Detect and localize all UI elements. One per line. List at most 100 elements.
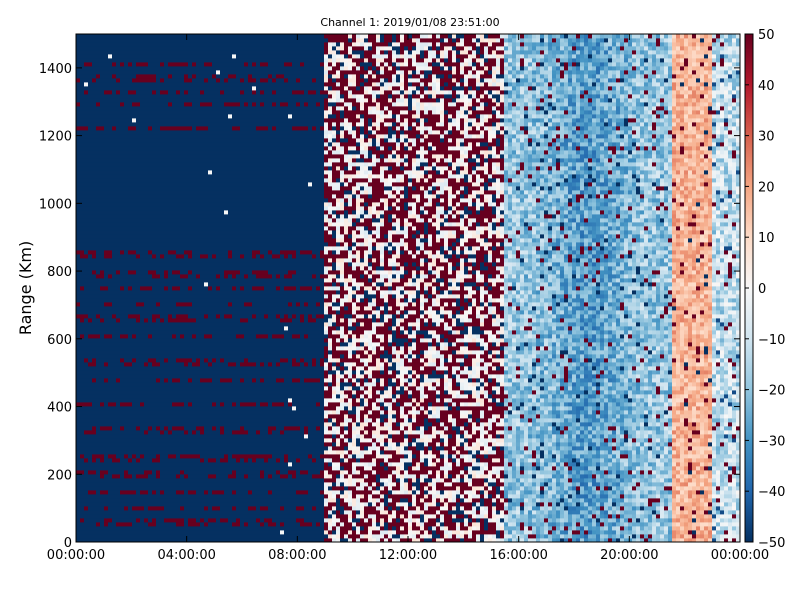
heatmap-cell: [200, 426, 205, 431]
heatmap-cell: [88, 150, 93, 155]
heatmap-cell: [176, 182, 181, 187]
heatmap-cell: [96, 490, 101, 495]
heatmap-cell: [132, 182, 137, 187]
heatmap-cell: [104, 514, 109, 519]
heatmap-cell: [112, 134, 117, 139]
heatmap-cell: [220, 186, 225, 191]
heatmap-cell: [204, 354, 209, 359]
heatmap-cell: [168, 514, 173, 519]
heatmap-cell: [188, 66, 193, 71]
heatmap-cell: [104, 266, 109, 271]
heatmap-cell: [112, 66, 117, 71]
heatmap-cell: [136, 534, 141, 539]
heatmap-cell: [96, 310, 101, 315]
heatmap-cell: [152, 170, 157, 175]
heatmap-cell: [144, 198, 149, 203]
heatmap-cell: [140, 330, 145, 335]
heatmap-cell: [228, 458, 233, 463]
heatmap-cell: [224, 482, 229, 487]
heatmap-cell: [148, 230, 153, 235]
heatmap-cell: [232, 382, 237, 387]
heatmap-cell: [80, 470, 85, 475]
heatmap-cell: [132, 470, 137, 475]
heatmap-cell: [184, 446, 189, 451]
heatmap-cell: [172, 522, 177, 527]
heatmap-cell: [180, 254, 185, 259]
heatmap-cell: [76, 210, 81, 215]
heatmap-cell: [100, 366, 105, 371]
heatmap-cell: [228, 186, 233, 191]
heatmap-cell: [164, 514, 169, 519]
heatmap-cell: [184, 410, 189, 415]
heatmap-cell: [208, 154, 213, 159]
heatmap-cell: [196, 110, 201, 115]
heatmap-cell: [160, 150, 165, 155]
heatmap-cell: [224, 186, 229, 191]
heatmap-cell: [120, 286, 125, 291]
heatmap-cell: [196, 354, 201, 359]
heatmap-cell: [120, 86, 125, 91]
heatmap-cell: [104, 242, 109, 247]
heatmap-cell: [92, 258, 97, 263]
heatmap-cell: [176, 70, 181, 75]
heatmap-cell: [204, 146, 209, 151]
heatmap-cell: [228, 350, 233, 355]
heatmap-cell: [140, 450, 145, 455]
heatmap-cell: [208, 366, 213, 371]
heatmap-cell: [220, 354, 225, 359]
heatmap-cell: [136, 286, 141, 291]
heatmap-cell: [172, 262, 177, 267]
heatmap-cell: [128, 306, 133, 311]
heatmap-cell: [196, 422, 201, 427]
heatmap-cell: [172, 86, 177, 91]
heatmap-cell: [192, 502, 197, 507]
heatmap-cell: [88, 74, 93, 79]
heatmap-cell: [148, 330, 153, 335]
heatmap-cell: [108, 50, 113, 55]
heatmap-cell: [220, 478, 225, 483]
heatmap-cell: [100, 282, 105, 287]
heatmap-cell: [204, 498, 209, 503]
heatmap-cell: [108, 530, 113, 535]
heatmap-cell: [164, 502, 169, 507]
heatmap-cell: [100, 362, 105, 367]
heatmap-cell: [184, 394, 189, 399]
heatmap-cell: [84, 74, 89, 79]
heatmap-cell: [192, 390, 197, 395]
heatmap-cell: [92, 58, 97, 63]
heatmap-cell: [144, 234, 149, 239]
heatmap-cell: [172, 266, 177, 271]
heatmap-cell: [132, 230, 137, 235]
heatmap-cell: [80, 178, 85, 183]
heatmap-cell: [148, 190, 153, 195]
heatmap-cell: [108, 90, 113, 95]
heatmap-cell: [228, 190, 233, 195]
heatmap-cell: [124, 130, 129, 135]
heatmap-cell: [152, 218, 157, 223]
heatmap-cell: [84, 150, 89, 155]
heatmap-cell: [180, 430, 185, 435]
heatmap-cell: [100, 298, 105, 303]
heatmap-cell: [124, 426, 129, 431]
heatmap-cell: [216, 350, 221, 355]
heatmap-cell: [192, 470, 197, 475]
heatmap-cell: [168, 422, 173, 427]
heatmap-cell: [128, 170, 133, 175]
heatmap-cell: [80, 402, 85, 407]
heatmap-cell: [212, 258, 217, 263]
heatmap-cell: [196, 162, 201, 167]
heatmap-cell: [108, 394, 113, 399]
heatmap-cell: [208, 146, 213, 151]
heatmap-cell: [76, 226, 81, 231]
heatmap-cell: [156, 90, 161, 95]
heatmap-cell: [76, 450, 81, 455]
heatmap-cell: [112, 234, 117, 239]
heatmap-cell: [80, 454, 85, 459]
heatmap-cell: [100, 414, 105, 419]
heatmap-cell: [208, 106, 213, 111]
heatmap-cell: [128, 82, 133, 87]
heatmap-cell: [84, 430, 89, 435]
heatmap-cell: [216, 286, 221, 291]
heatmap-cell: [180, 314, 185, 319]
heatmap-cell: [156, 430, 161, 435]
